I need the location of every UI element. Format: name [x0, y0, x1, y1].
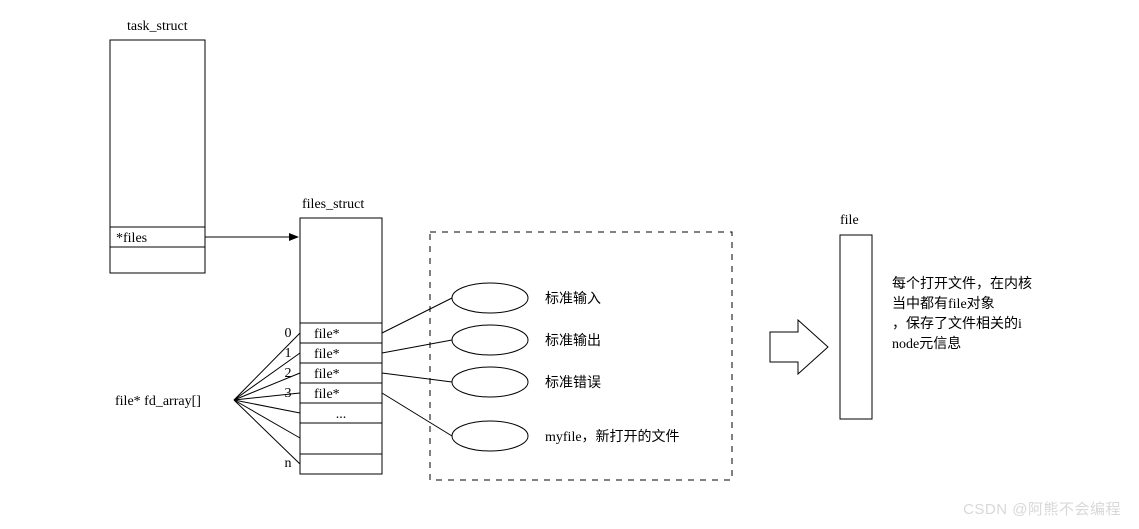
file-oval	[452, 325, 528, 355]
oval-label: myfile，新打开的文件	[545, 428, 680, 445]
block-arrow-icon	[770, 320, 828, 374]
files-struct-title: files_struct	[302, 197, 364, 212]
oval-label: 标准输入	[545, 291, 601, 307]
file-oval	[452, 367, 528, 397]
oval-label: 标准输出	[545, 333, 601, 349]
file-to-oval-line	[382, 393, 452, 436]
fd-slot-label: file*	[314, 367, 340, 382]
fd-index: n	[285, 456, 292, 471]
file-oval	[452, 283, 528, 313]
fd-slot-label: file*	[314, 387, 340, 402]
files-ptr-label: *files	[116, 231, 147, 246]
file-box	[840, 235, 872, 419]
file-to-oval-line	[382, 373, 452, 382]
fd-index: 3	[285, 386, 292, 401]
files-struct-box	[300, 218, 382, 474]
fd-index: 0	[285, 326, 292, 341]
description-text: 每个打开文件，在内核当中都有file对象，保存了文件相关的inode元信息	[892, 275, 1032, 352]
task-struct-title: task_struct	[127, 19, 188, 34]
oval-label: 标准错误	[545, 375, 601, 391]
file-oval	[452, 421, 528, 451]
fd-fan-line	[234, 400, 300, 413]
file-to-oval-line	[382, 340, 452, 353]
fd-slot-label: file*	[314, 347, 340, 362]
fd-array-label: file* fd_array[]	[115, 394, 201, 409]
file-box-title: file	[840, 213, 859, 228]
watermark: CSDN @阿熊不会编程	[963, 498, 1121, 519]
file-to-oval-line	[382, 298, 452, 333]
fd-slot-label: file*	[314, 327, 340, 342]
fd-ellipsis: ...	[336, 407, 347, 422]
